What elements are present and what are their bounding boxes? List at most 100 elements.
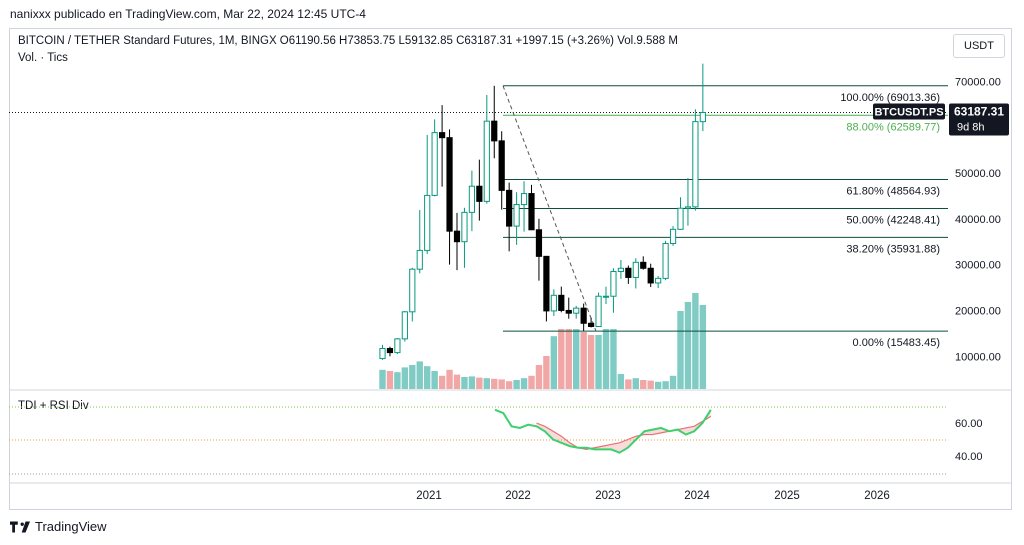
candle-body: [565, 309, 572, 314]
volume-bar: [587, 335, 595, 389]
fib-level-label: 88.00% (62589.77): [846, 121, 940, 133]
y-tick-label: 50000.00: [955, 168, 1001, 180]
volume-bar: [476, 377, 483, 389]
price-tag-value: 63187.31: [954, 105, 1004, 119]
volume-bar: [610, 329, 617, 389]
candle-body: [416, 249, 423, 270]
fib-trend-line: [502, 85, 597, 332]
price-tag-bg: [949, 103, 1009, 136]
fib-level-label: 61.80% (48564.93): [846, 186, 940, 198]
candle-body: [528, 193, 535, 231]
candle-body: [483, 120, 490, 202]
tdi-tick-label: 40.00: [955, 451, 983, 463]
volume-bar: [684, 302, 692, 389]
volume-bar: [669, 375, 677, 389]
volume-bar: [386, 371, 394, 389]
volume-bar: [543, 356, 550, 389]
volume-bar: [573, 329, 580, 389]
candle-body: [617, 267, 624, 272]
brand-text: TradingView: [35, 519, 107, 534]
volume-bar: [550, 336, 558, 389]
volume-bar: [692, 293, 699, 389]
tdi-tick-label: 60.00: [955, 418, 983, 430]
candle-body: [394, 338, 401, 354]
currency-button[interactable]: USDT: [953, 34, 1005, 58]
candle-body: [684, 206, 692, 209]
candle-body: [535, 229, 543, 257]
volume-bar: [491, 378, 498, 389]
candle-body: [595, 295, 602, 327]
candle-body: [647, 267, 654, 284]
candle-body: [640, 261, 647, 269]
publisher-line: nanixxx publicado en TradingView.com, Ma…: [10, 7, 366, 21]
volume-legend: Vol. · Tics: [18, 52, 68, 64]
volume-bar: [438, 375, 446, 389]
y-tick-label: 20000.00: [955, 305, 1001, 317]
x-tick-label: 2026: [864, 490, 890, 502]
candle-body: [461, 211, 468, 243]
volume-bar: [379, 369, 386, 389]
tdi-shaded-area: [536, 409, 711, 453]
candle-body: [506, 189, 513, 227]
volume-bar: [394, 372, 401, 389]
candle-body: [468, 185, 475, 213]
fib-level-label: 50.00% (42248.41): [846, 214, 940, 226]
candle-body: [550, 294, 557, 312]
volume-bar: [677, 311, 684, 389]
candle-body: [453, 230, 461, 243]
x-tick-label: 2025: [774, 490, 800, 502]
volume-bar: [699, 305, 707, 389]
candle-body: [409, 268, 416, 313]
volume-bar: [662, 381, 669, 389]
volume-bar: [595, 335, 602, 389]
volume-bar: [602, 329, 610, 389]
x-tick-label: 2023: [595, 490, 621, 502]
y-tick-label: 70000.00: [955, 76, 1001, 88]
x-tick-label: 2021: [416, 490, 442, 502]
volume-bar: [401, 367, 409, 389]
candle-body: [669, 228, 677, 245]
candle-body: [692, 121, 699, 208]
volume-bar: [453, 374, 461, 389]
price-tag-countdown: 9d 8h: [957, 122, 985, 134]
volume-bar: [654, 381, 662, 389]
candle-body: [610, 270, 617, 297]
candle-body: [439, 132, 446, 139]
symbol-tag-bg: [873, 103, 945, 120]
volume-bar: [520, 378, 528, 389]
tdi-signal-line: [536, 415, 712, 451]
tdi-rsi-line: [494, 408, 712, 454]
candle-body: [446, 137, 453, 232]
volume-bar: [513, 380, 520, 389]
volume-bar: [625, 379, 632, 389]
volume-bar: [640, 380, 647, 389]
candle-body: [625, 267, 632, 278]
candle-body: [513, 204, 520, 227]
fib-level-label: 100.00% (69013.36): [840, 92, 940, 104]
candle-body: [602, 295, 610, 298]
volume-bar: [505, 381, 513, 389]
fib-level-label: 0.00% (15483.45): [853, 337, 940, 349]
candle-body: [655, 277, 662, 284]
candle-body: [588, 322, 595, 327]
candle-body: [476, 185, 483, 202]
volume-bar: [528, 375, 535, 389]
candle-body: [580, 307, 587, 324]
fib-level-label: 38.20% (35931.88): [846, 243, 940, 255]
tradingview-logo-icon: [10, 520, 30, 533]
volume-bar: [468, 376, 476, 389]
x-tick-label: 2024: [684, 490, 710, 502]
candle-body: [424, 194, 431, 251]
y-tick-label: 30000.00: [955, 260, 1001, 272]
volume-bar: [424, 366, 431, 389]
volume-bar: [580, 332, 587, 389]
candle-body: [431, 132, 438, 196]
candle-body: [401, 311, 408, 340]
volume-bar: [498, 379, 505, 389]
candle-body: [386, 347, 394, 354]
symbol-tag-text: BTCUSDT.PS: [874, 107, 943, 119]
candle-body: [491, 120, 498, 142]
symbol-legend: BITCOIN / TETHER Standard Futures, 1M, B…: [18, 35, 678, 47]
volume-bar: [461, 377, 468, 389]
